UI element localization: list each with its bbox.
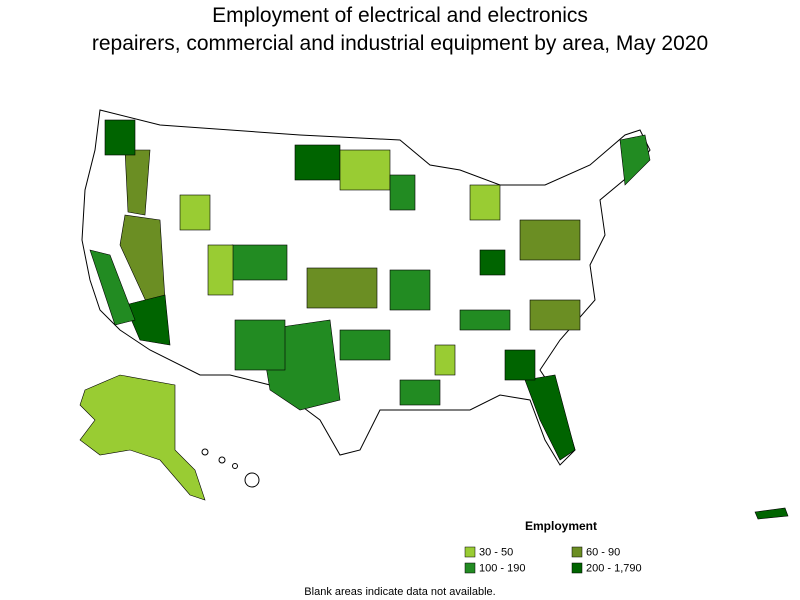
area <box>619 134 651 186</box>
area <box>124 294 171 346</box>
alaska <box>79 374 206 501</box>
area <box>104 119 136 156</box>
area <box>519 219 581 261</box>
area <box>469 184 501 221</box>
area <box>399 379 441 406</box>
area <box>479 249 506 276</box>
title-line: Employment of electrical and electronics <box>212 4 588 27</box>
area <box>306 267 378 309</box>
legend-label: 60 - 90 <box>586 546 620 558</box>
area <box>339 329 391 361</box>
area <box>231 244 288 281</box>
note: Blank areas indicate data not available. <box>304 586 495 598</box>
title-line: repairers, commercial and industrial equ… <box>92 32 708 55</box>
legend-label: 100 - 190 <box>479 562 525 574</box>
area <box>389 269 431 311</box>
area <box>434 344 456 376</box>
area <box>89 249 136 326</box>
legend-swatch <box>571 562 583 574</box>
area <box>524 374 576 461</box>
area <box>389 174 416 211</box>
hawaii <box>201 448 260 488</box>
area <box>339 149 391 191</box>
area <box>124 149 151 216</box>
legend-label: 200 - 1,790 <box>586 562 642 574</box>
legend-swatch <box>464 546 476 558</box>
legend-swatch <box>571 546 583 558</box>
area <box>207 244 234 296</box>
puerto-rico <box>754 507 789 520</box>
legend-swatch <box>464 562 476 574</box>
area <box>234 319 286 371</box>
legend: 30 - 50 60 - 90 100 - 190 200 - 1,790 <box>464 546 642 574</box>
area <box>294 144 341 181</box>
legend-title: Employment <box>525 519 597 533</box>
legend-label: 30 - 50 <box>479 546 513 558</box>
area <box>504 349 536 381</box>
area <box>179 194 211 231</box>
area <box>529 299 581 331</box>
map <box>79 109 789 520</box>
area <box>459 309 511 331</box>
